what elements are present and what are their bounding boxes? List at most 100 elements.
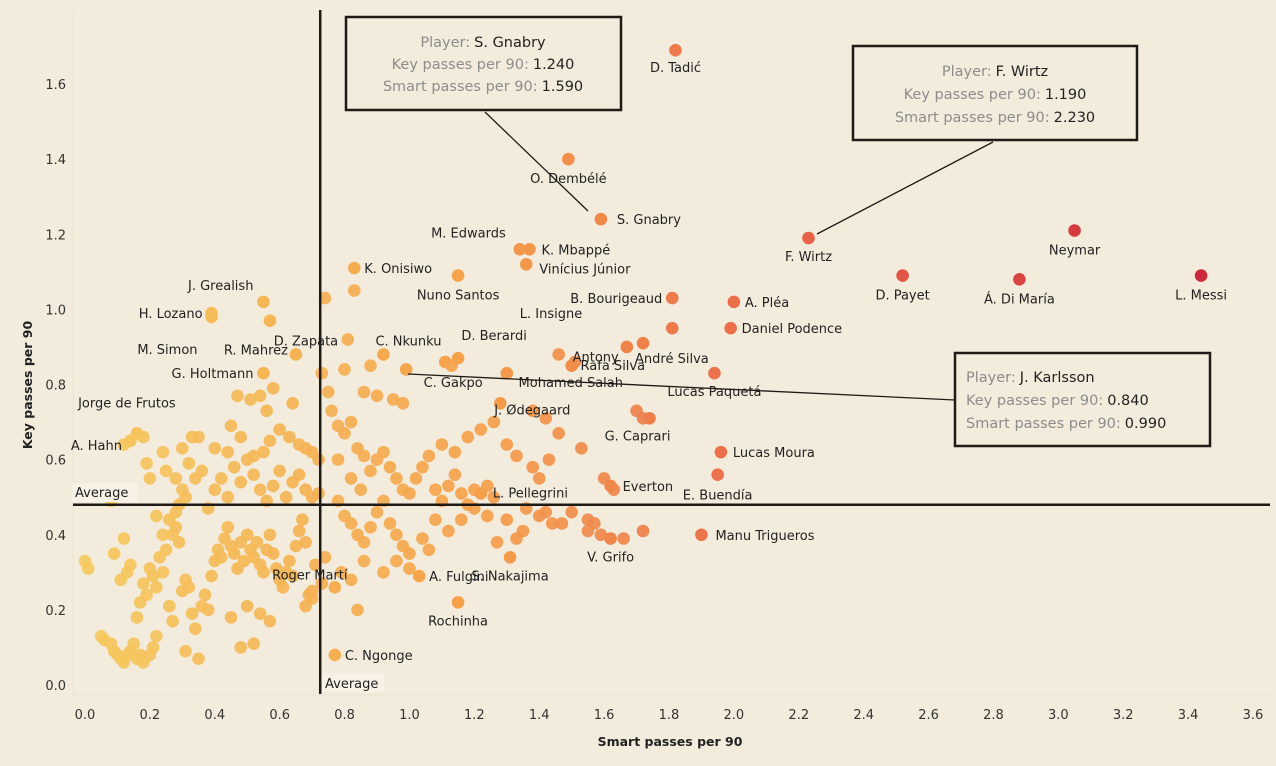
data-point[interactable]	[150, 581, 163, 594]
data-point[interactable]	[403, 487, 416, 500]
data-point[interactable]	[377, 566, 390, 579]
data-point[interactable]	[487, 490, 501, 504]
data-point[interactable]	[124, 558, 137, 572]
data-point[interactable]	[195, 464, 209, 478]
data-point-j-karlsson[interactable]	[399, 363, 413, 376]
data-point[interactable]	[315, 577, 329, 590]
data-point-di-mar-a[interactable]	[1013, 273, 1026, 286]
data-point[interactable]	[341, 333, 355, 346]
data-point-neymar[interactable]	[1068, 224, 1081, 237]
data-point[interactable]	[429, 483, 442, 496]
data-point[interactable]	[390, 554, 403, 568]
data-point[interactable]	[263, 614, 277, 628]
data-point[interactable]	[552, 348, 565, 361]
data-point[interactable]	[500, 513, 514, 527]
data-point-d-payet[interactable]	[896, 269, 909, 282]
data-point[interactable]	[442, 524, 455, 538]
data-point-roger-mart[interactable]	[328, 581, 342, 594]
data-point-a-hahn[interactable]	[124, 434, 137, 448]
data-point-k-onisiwo[interactable]	[347, 261, 361, 275]
data-point[interactable]	[539, 505, 553, 519]
data-point-a-pl-a[interactable]	[727, 295, 741, 309]
data-point-manu-trigueros[interactable]	[695, 528, 708, 542]
data-point[interactable]	[143, 472, 157, 485]
data-point[interactable]	[266, 381, 280, 395]
data-point[interactable]	[542, 453, 556, 466]
data-point-j-degaard[interactable]	[493, 396, 507, 410]
data-point[interactable]	[150, 629, 163, 643]
data-point[interactable]	[435, 438, 449, 451]
data-point[interactable]	[172, 535, 186, 549]
data-point[interactable]	[354, 483, 368, 496]
data-point[interactable]	[364, 520, 377, 534]
data-point[interactable]	[240, 599, 254, 613]
data-point-o-demb-l[interactable]	[562, 152, 575, 166]
data-point[interactable]	[117, 532, 131, 545]
data-point[interactable]	[403, 562, 416, 575]
data-point[interactable]	[416, 460, 429, 474]
data-point[interactable]	[383, 460, 397, 474]
data-point-lucas-moura[interactable]	[714, 445, 728, 459]
data-point[interactable]	[257, 445, 270, 459]
data-point[interactable]	[247, 468, 261, 481]
data-point-s-gnabry[interactable]	[594, 212, 608, 226]
data-point[interactable]	[325, 404, 338, 418]
data-point[interactable]	[263, 434, 277, 448]
data-point[interactable]	[364, 464, 377, 478]
data-point[interactable]	[338, 427, 351, 440]
data-point[interactable]	[474, 423, 488, 436]
data-point[interactable]	[370, 505, 384, 519]
data-point[interactable]	[448, 445, 462, 459]
data-point[interactable]	[257, 566, 270, 579]
data-point[interactable]	[159, 543, 173, 557]
data-point[interactable]	[201, 603, 215, 617]
data-point[interactable]	[263, 528, 277, 542]
data-point[interactable]	[289, 539, 303, 553]
data-point[interactable]	[250, 535, 264, 549]
data-point[interactable]	[442, 479, 455, 493]
data-point-vin-cius-j-nior[interactable]	[519, 258, 533, 271]
data-point[interactable]	[490, 535, 504, 549]
data-point[interactable]	[189, 622, 202, 635]
data-point[interactable]	[357, 449, 371, 463]
data-point-b-bourigeaud[interactable]	[665, 291, 679, 305]
data-point[interactable]	[182, 581, 196, 594]
data-point[interactable]	[179, 644, 192, 658]
data-point[interactable]	[344, 573, 358, 587]
data-point[interactable]	[221, 445, 235, 459]
data-point-l-insigne[interactable]	[665, 321, 679, 335]
data-point[interactable]	[214, 472, 228, 485]
data-point[interactable]	[552, 427, 565, 440]
data-point[interactable]	[357, 385, 371, 399]
data-point[interactable]	[377, 445, 390, 459]
data-point-rochinha[interactable]	[451, 596, 465, 609]
data-point[interactable]	[237, 554, 251, 568]
data-point[interactable]	[370, 389, 384, 403]
data-point-e-buend-a[interactable]	[711, 468, 724, 481]
data-point[interactable]	[318, 291, 332, 305]
data-point-antony[interactable]	[565, 359, 578, 373]
data-point-c-gakpo[interactable]	[438, 355, 452, 369]
data-point[interactable]	[422, 449, 436, 463]
data-point[interactable]	[130, 611, 144, 624]
data-point[interactable]	[156, 445, 170, 459]
data-point[interactable]	[179, 490, 192, 504]
data-point[interactable]	[146, 641, 160, 654]
data-point[interactable]	[208, 442, 222, 455]
data-point[interactable]	[318, 550, 332, 564]
data-point[interactable]	[396, 396, 410, 410]
data-point-k-mbapp[interactable]	[523, 242, 536, 256]
data-point[interactable]	[312, 487, 325, 500]
data-point-s-nakajima[interactable]	[503, 550, 517, 564]
data-point[interactable]	[429, 513, 442, 527]
data-point[interactable]	[253, 389, 267, 403]
data-point-r-mahrez[interactable]	[289, 348, 303, 361]
data-point[interactable]	[208, 483, 222, 496]
data-point[interactable]	[214, 550, 228, 564]
data-point-andr-silva[interactable]	[636, 336, 650, 350]
data-point[interactable]	[312, 453, 325, 466]
data-point[interactable]	[364, 359, 377, 373]
data-point[interactable]	[455, 487, 468, 500]
data-point[interactable]	[137, 577, 150, 590]
data-point-d-tadi[interactable]	[669, 43, 682, 57]
